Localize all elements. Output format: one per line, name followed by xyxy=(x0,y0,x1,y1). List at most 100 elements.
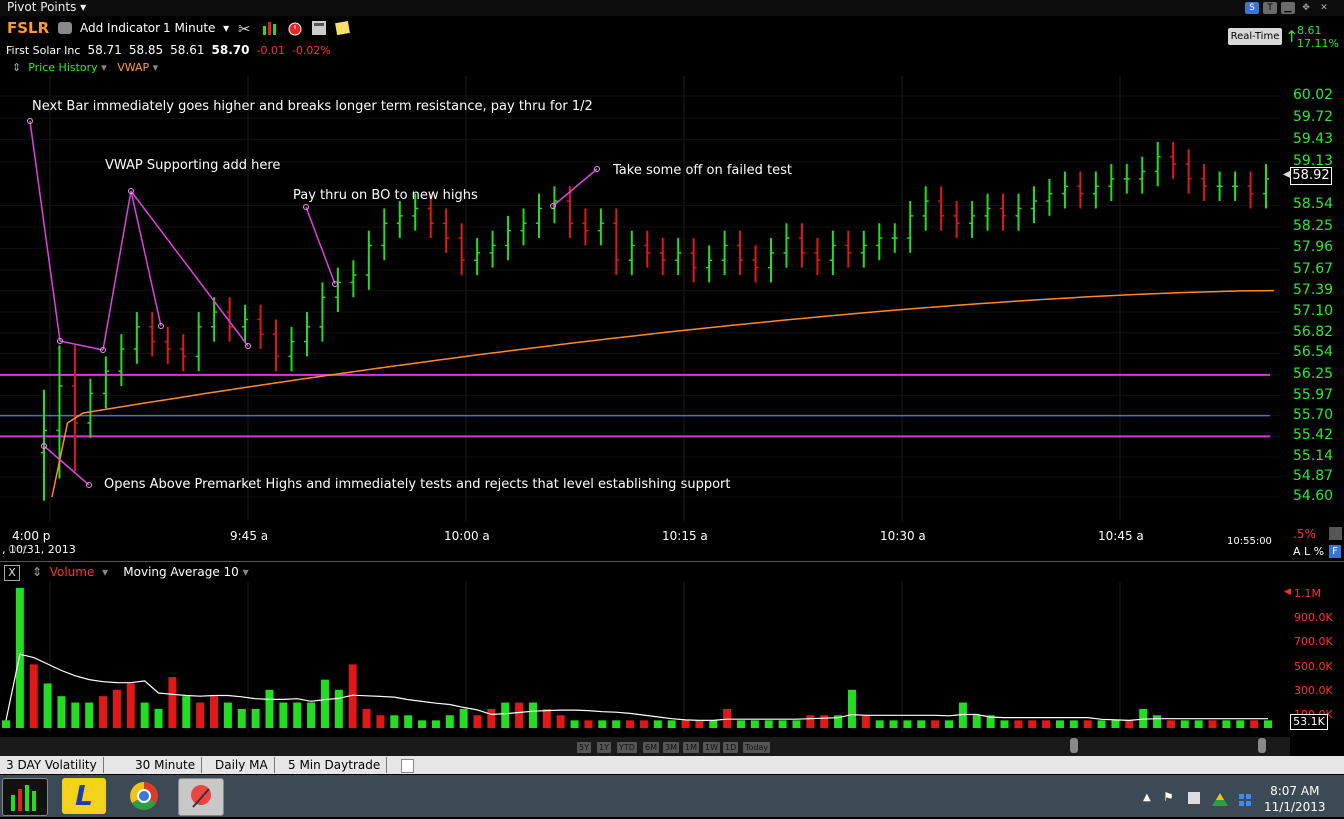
company-name: First Solar Inc xyxy=(6,44,81,57)
trading-app-icon[interactable] xyxy=(2,778,48,816)
time-tick-label: 9:45 a xyxy=(230,529,269,543)
price-tick-label: 59.72 xyxy=(1293,109,1334,126)
scale-pct: .5% xyxy=(1293,527,1316,541)
device-icon[interactable] xyxy=(1188,792,1200,804)
volume-bar xyxy=(1111,720,1120,728)
volume-chart[interactable] xyxy=(0,582,1290,732)
timeframe-select[interactable]: 1 Minute ▾ xyxy=(163,21,230,35)
draw-icon[interactable] xyxy=(1329,527,1342,540)
tools-icon[interactable]: ✂ xyxy=(238,20,251,38)
range-button-3m[interactable]: 3M xyxy=(663,742,679,753)
new-tab-icon[interactable] xyxy=(401,759,414,773)
range-button-ytd[interactable]: YTD xyxy=(617,742,637,753)
dropbox-icon[interactable] xyxy=(1238,792,1252,811)
clock[interactable]: 8:07 AM 11/1/2013 xyxy=(1264,784,1326,814)
volume-bar xyxy=(1236,720,1245,728)
open-price: 58.71 xyxy=(87,43,122,57)
range-button-1w[interactable]: 1W xyxy=(703,742,720,753)
f-icon[interactable]: F xyxy=(1329,545,1341,558)
range-button-1y[interactable]: 1Y xyxy=(597,742,611,753)
realtime-button[interactable]: Real-Time xyxy=(1228,28,1282,45)
range-button-6m[interactable]: 6M xyxy=(643,742,659,753)
low-price: 58.61 xyxy=(170,43,205,57)
title-bar xyxy=(0,0,1344,16)
price-tick-label: 55.14 xyxy=(1293,448,1334,465)
volume-bar xyxy=(1000,720,1009,728)
volume-select[interactable]: Volume xyxy=(49,565,95,579)
flag-icon[interactable]: ⚑ xyxy=(1163,790,1174,804)
volume-bar xyxy=(556,715,565,728)
scroll-handle-left[interactable] xyxy=(1070,738,1078,753)
calculator-icon[interactable] xyxy=(311,20,327,36)
scroll-handle-right[interactable] xyxy=(1258,738,1266,753)
volume-bar xyxy=(99,696,108,728)
moving-average-select[interactable]: Moving Average 10 xyxy=(123,565,239,579)
tray-arrow-icon[interactable]: ▲ xyxy=(1143,792,1151,803)
layout-tabs xyxy=(0,756,1344,774)
price-tick-label: 58.54 xyxy=(1293,196,1334,213)
volume-bar xyxy=(1194,720,1203,728)
notes-icon[interactable] xyxy=(335,20,351,36)
range-button-today[interactable]: Today xyxy=(743,742,771,753)
tab-daily-ma[interactable]: Daily MA xyxy=(209,757,275,773)
price-history-select[interactable]: Price History xyxy=(28,61,98,74)
chart-type-icon[interactable] xyxy=(262,20,278,36)
bell-icon[interactable] xyxy=(58,22,72,34)
close-panel-icon[interactable]: X xyxy=(4,565,20,581)
volume-bar xyxy=(71,702,80,728)
move-icon[interactable]: ✥ xyxy=(1302,3,1310,13)
chrome-icon[interactable] xyxy=(122,778,166,814)
date-overlap-2: Oct xyxy=(8,543,28,556)
add-indicator-button[interactable]: Add Indicator xyxy=(80,21,161,35)
range-button-1d[interactable]: 1D xyxy=(723,742,739,753)
price-tick-label: 54.60 xyxy=(1293,488,1334,504)
panel-divider xyxy=(0,561,1344,562)
volume-bar xyxy=(945,720,954,728)
price-tick-label: 57.67 xyxy=(1293,260,1334,277)
vwap-select[interactable]: VWAP xyxy=(117,61,150,74)
range-button-1m[interactable]: 1M xyxy=(683,742,699,753)
volume-bar xyxy=(237,708,246,728)
volume-bar xyxy=(1208,720,1217,728)
range-button-5y[interactable]: 5Y xyxy=(577,742,591,753)
minimize-icon[interactable]: ▁ xyxy=(1281,2,1295,14)
volume-bar xyxy=(764,720,773,728)
volume-bar xyxy=(445,715,454,728)
axis-options[interactable]: A L % xyxy=(1293,545,1325,558)
volume-bar xyxy=(126,683,135,728)
volume-bar xyxy=(1069,720,1078,728)
volume-tick-label: 1.1M xyxy=(1294,587,1321,600)
annotation-anchor xyxy=(158,323,164,329)
share-icon[interactable]: S xyxy=(1245,2,1259,14)
last-price: 58.70 xyxy=(211,43,250,57)
symbol-field[interactable]: FSLR xyxy=(7,19,50,37)
close-icon[interactable]: ✕ xyxy=(1320,3,1328,13)
volume-bar xyxy=(112,689,121,728)
current-volume-tag: 53.1K xyxy=(1290,714,1328,730)
price-chart[interactable] xyxy=(0,76,1290,521)
annotation-line-2b xyxy=(130,190,162,327)
volume-bar xyxy=(293,702,302,728)
tab-30-minute[interactable]: 30 Minute xyxy=(129,757,203,773)
snipping-tool-icon[interactable] xyxy=(178,778,224,816)
volume-tick-label: 700.0K xyxy=(1294,635,1333,648)
volume-bar xyxy=(459,708,468,728)
volume-bar xyxy=(1014,720,1023,728)
drag-icon[interactable]: ⇕ xyxy=(32,565,43,579)
taskbar xyxy=(0,775,1344,817)
price-tick-label: 59.13 xyxy=(1293,152,1334,169)
volume-bar xyxy=(279,702,288,728)
volume-bar xyxy=(639,720,648,728)
l-app-icon[interactable]: L xyxy=(62,778,106,814)
tab-3-day-volatility[interactable]: 3 DAY Volatility xyxy=(0,757,104,773)
window-title[interactable]: Pivot Points ▾ xyxy=(7,0,87,14)
drag-icon[interactable]: ⇕ xyxy=(12,61,22,74)
alarm-icon[interactable] xyxy=(287,20,303,36)
date-text: 31, 2013 xyxy=(26,543,76,556)
volume-bar xyxy=(612,720,621,728)
tab-5-min-daytrade[interactable]: 5 Min Daytrade xyxy=(282,757,388,773)
volume-bar xyxy=(598,720,607,728)
current-time: 10:55:00 xyxy=(1227,536,1272,547)
text-icon[interactable]: T xyxy=(1263,2,1277,14)
drive-icon[interactable] xyxy=(1212,792,1228,811)
